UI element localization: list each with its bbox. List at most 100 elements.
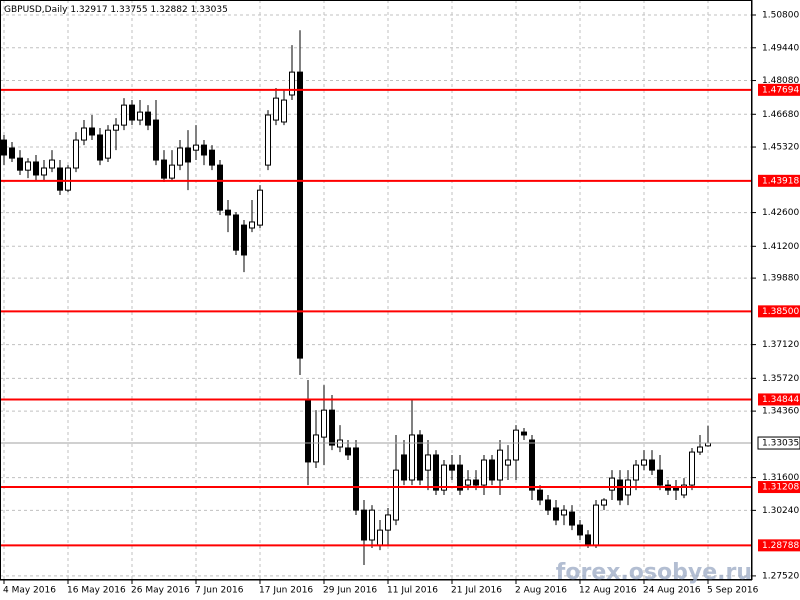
x-tick-label: 17 Jun 2016 xyxy=(259,586,313,596)
level-label: 1.38500 xyxy=(762,307,799,317)
candle-body xyxy=(153,119,159,161)
candle-body xyxy=(177,147,183,166)
symbol: GBPUSD,Daily xyxy=(4,5,68,15)
y-tick-label: 1.37120 xyxy=(762,340,799,350)
current-price-label: 1.33035 xyxy=(762,439,799,449)
candle-body xyxy=(257,189,263,226)
x-tick-label: 29 Jun 2016 xyxy=(323,586,377,596)
candle-body xyxy=(553,507,559,521)
candle-body xyxy=(137,111,143,121)
candle-body xyxy=(129,104,135,121)
candle-body xyxy=(441,464,447,491)
x-tick-label: 7 Jun 2016 xyxy=(195,586,244,596)
candle-body xyxy=(657,469,663,486)
candle-body xyxy=(89,127,95,136)
candle-body xyxy=(537,489,543,501)
candle-body xyxy=(193,144,199,151)
candle-body xyxy=(593,504,599,546)
candle-body xyxy=(1,139,7,156)
candle-body xyxy=(425,454,431,471)
candle-body xyxy=(201,144,207,156)
y-tick-label: 1.41200 xyxy=(762,242,799,252)
candle-body xyxy=(433,454,439,491)
candle-body xyxy=(641,459,647,466)
candle-body xyxy=(505,459,511,466)
watermark: forex.osobye.ru xyxy=(556,560,752,585)
candle-body xyxy=(225,209,231,216)
low: 1.32882 xyxy=(151,5,188,15)
candle-body xyxy=(385,514,391,531)
candle-body xyxy=(545,499,551,511)
y-tick-label: 1.27520 xyxy=(762,571,799,581)
candle-body xyxy=(457,464,463,491)
level-label-box xyxy=(758,539,800,552)
y-tick-label: 1.34360 xyxy=(762,407,799,417)
candle-body xyxy=(209,149,215,166)
x-tick-label: 2 Aug 2016 xyxy=(515,586,567,596)
candle-body xyxy=(489,459,495,481)
level-label: 1.28788 xyxy=(762,541,799,551)
candle-body xyxy=(465,479,471,486)
candle-body xyxy=(41,167,47,176)
y-tick-label: 1.45320 xyxy=(762,143,799,153)
candle-body xyxy=(377,529,383,546)
candle-body xyxy=(49,159,55,169)
candle-body xyxy=(57,167,63,191)
open: 1.32917 xyxy=(70,5,107,15)
candle-body xyxy=(353,447,359,511)
candle-body xyxy=(313,434,319,463)
y-tick-label: 1.30240 xyxy=(762,506,799,516)
candle-body xyxy=(321,409,327,438)
candle-body xyxy=(297,71,303,359)
candle-body xyxy=(497,449,503,481)
candle-body xyxy=(577,524,583,536)
candle-body xyxy=(409,434,415,481)
candle-body xyxy=(521,431,527,436)
x-tick-label: 24 Aug 2016 xyxy=(643,586,701,596)
candle-body xyxy=(17,157,23,171)
candle-body xyxy=(569,511,575,526)
candle-body xyxy=(233,214,239,251)
candle-body xyxy=(33,161,39,176)
candle-body xyxy=(65,167,71,191)
level-label: 1.43918 xyxy=(762,176,799,186)
candle-body xyxy=(281,99,287,123)
candle-body xyxy=(169,164,175,179)
y-tick-label: 1.46680 xyxy=(762,110,799,120)
chart-title: GBPUSD,Daily 1.32917 1.33755 1.32882 1.3… xyxy=(4,5,228,15)
candle-body xyxy=(673,487,679,491)
candle-body xyxy=(601,499,607,506)
candle-body xyxy=(105,129,111,159)
candle-body xyxy=(369,509,375,541)
candle-body xyxy=(633,464,639,481)
candle-body xyxy=(473,479,479,486)
candle-body xyxy=(249,221,255,229)
candle-body xyxy=(361,509,367,541)
x-tick-label: 11 Jul 2016 xyxy=(387,586,438,596)
candle-body xyxy=(145,111,151,126)
overlay: 1.50800 1.49440 1.48080 1.46680 1.45320 1.426… xyxy=(0,11,800,596)
level-label-box xyxy=(758,83,800,96)
candle-body xyxy=(481,459,487,486)
candle-body xyxy=(73,139,79,169)
y-tick-label: 1.50800 xyxy=(762,11,799,21)
candle-body xyxy=(449,464,455,471)
current-price-box xyxy=(757,436,800,450)
candle-body xyxy=(681,484,687,496)
x-tick-label: 4 May 2016 xyxy=(3,586,56,596)
high: 1.33755 xyxy=(110,5,147,15)
candle-body xyxy=(649,459,655,471)
y-tick-label: 1.31600 xyxy=(762,473,799,483)
candle-body xyxy=(185,147,191,163)
candle-body xyxy=(617,479,623,501)
x-tick-label: 26 May 2016 xyxy=(131,586,190,596)
y-tick-label: 1.39880 xyxy=(762,274,799,284)
level-label-box xyxy=(758,393,800,406)
candle-body xyxy=(401,454,407,481)
candle-body xyxy=(25,161,31,171)
candle-body xyxy=(697,446,703,453)
level-label-box xyxy=(758,305,800,318)
